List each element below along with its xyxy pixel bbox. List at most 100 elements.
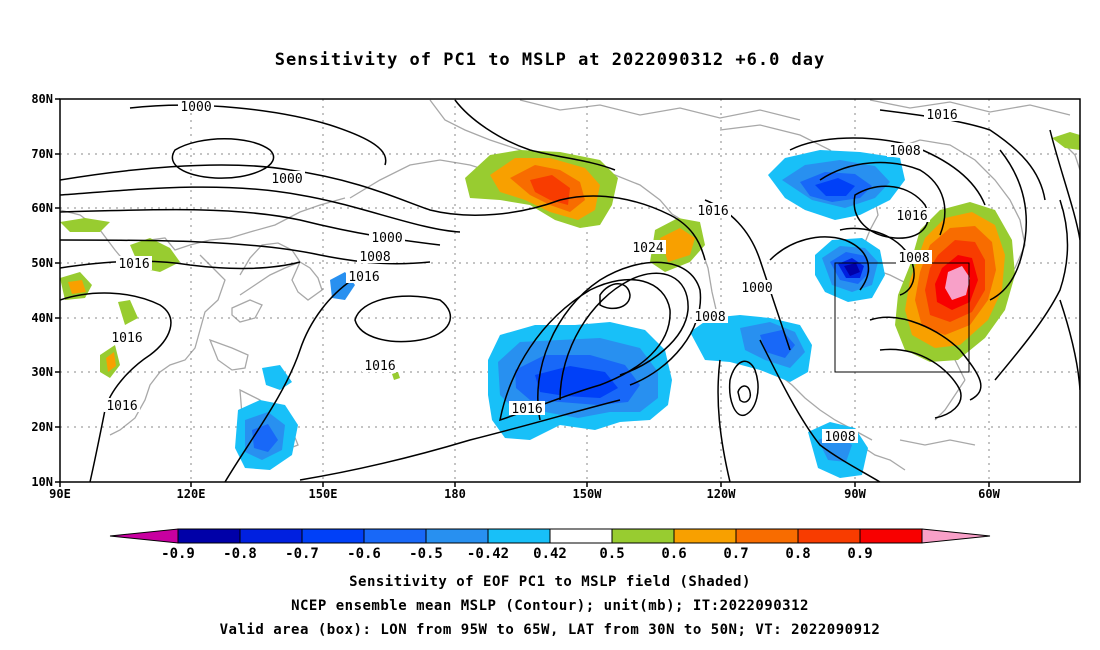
contour-label-bg <box>692 309 728 323</box>
colorbar-label: 0.6 <box>661 546 686 562</box>
colorbar-label: 0.8 <box>785 546 810 562</box>
shade-west-orange-5 <box>106 352 116 372</box>
shade-canada-neg4 <box>815 178 855 196</box>
shade-west-orange-2 <box>68 280 86 294</box>
contour-label: 1000 <box>271 172 302 187</box>
shade-small-green-1 <box>392 372 400 380</box>
contour-label: 1000 <box>180 100 211 115</box>
colorbar-label: -0.5 <box>409 546 443 562</box>
colorbar-label: 0.7 <box>723 546 748 562</box>
lat-label: 50N <box>31 256 53 270</box>
lat-label: 40N <box>31 311 53 325</box>
colorbar-swatch <box>735 528 799 544</box>
contour-label-bg <box>924 107 960 121</box>
contour-label-bg <box>116 256 152 270</box>
colorbar-label: -0.6 <box>347 546 381 562</box>
colorbar-swatch <box>301 528 365 544</box>
contour-label: 1000 <box>371 231 402 246</box>
shade-west-green-4 <box>118 300 138 325</box>
lon-label: 150W <box>573 487 603 501</box>
map-title: Sensitivity of PC1 to MSLP at 2022090312… <box>274 50 826 70</box>
contour-label-bg <box>178 99 214 113</box>
colorbar-swatch <box>611 528 675 544</box>
contour-label-bg <box>104 398 140 412</box>
contour-label: 1016 <box>896 209 927 224</box>
shade-pacific-neg4 <box>535 366 618 398</box>
contour-label: 1024 <box>632 241 663 256</box>
contour-label-bg <box>369 230 405 244</box>
colorbar-swatch <box>859 528 923 544</box>
colorbar-swatch <box>549 528 613 544</box>
latitude-axis: 80N 70N 60N 50N 40N 30N 20N 10N <box>31 92 60 489</box>
caption-line-1: Sensitivity of EOF PC1 to MSLP field (Sh… <box>349 574 751 590</box>
colorbar-swatch <box>177 528 241 544</box>
contour-labels: 1000 1000 1000 1008 1016 1016 1016 1016 1016 1016… <box>104 99 960 445</box>
shade-bering-core <box>530 175 570 205</box>
contour-label: 1008 <box>694 310 725 325</box>
colorbar-label: -0.7 <box>285 546 319 562</box>
contour-label-bg <box>695 203 731 217</box>
lon-label: 120E <box>177 487 206 501</box>
lon-label: 90W <box>844 487 866 501</box>
shade-east-pink <box>945 266 970 300</box>
colorbar-label: 0.42 <box>533 546 567 562</box>
colorbar-label: -0.9 <box>161 546 195 562</box>
colorbar-swatch <box>363 528 427 544</box>
contour-label-bg <box>109 330 145 344</box>
contour-label-bg <box>739 280 775 294</box>
contour-label: 1008 <box>824 430 855 445</box>
shade-small-blue-1 <box>262 365 292 390</box>
contour-label: 1016 <box>106 399 137 414</box>
contour-label-bg <box>887 143 923 157</box>
colorbar-label: -0.8 <box>223 546 257 562</box>
contour-label-bg <box>357 249 393 263</box>
lat-label: 10N <box>31 475 53 489</box>
colorbar-swatch <box>673 528 737 544</box>
colorbar-high-extend <box>921 528 991 544</box>
colorbar-swatch <box>797 528 861 544</box>
shade-wpac-neg3 <box>252 424 278 452</box>
contour-label-bg <box>346 269 382 283</box>
contour-label-bg <box>269 171 305 185</box>
colorbar-swatch <box>425 528 489 544</box>
contour-label: 1016 <box>364 359 395 374</box>
colorbar-swatch <box>239 528 303 544</box>
plot-frame <box>59 98 1081 483</box>
contour-label: 1000 <box>741 281 772 296</box>
colorbar-swatch <box>487 528 551 544</box>
contour-label: 1016 <box>118 257 149 272</box>
colorbar-label: 0.5 <box>599 546 624 562</box>
lon-label: 120W <box>707 487 737 501</box>
contour-label-bg <box>822 429 858 443</box>
contour-label-bg <box>894 208 930 222</box>
mslp-contours <box>60 99 1080 482</box>
lat-label: 30N <box>31 365 53 379</box>
lat-label: 20N <box>31 420 53 434</box>
shade-west-green-1 <box>60 218 110 232</box>
lat-label: 80N <box>31 92 53 106</box>
contour-label: 1016 <box>348 270 379 285</box>
caption-line-2: NCEP ensemble mean MSLP (Contour); unit(… <box>291 598 809 614</box>
lon-label: 150E <box>309 487 338 501</box>
contour-label: 1016 <box>511 402 542 417</box>
colorbar: -0.9 -0.8 -0.7 -0.6 -0.5 -0.42 0.42 0.5 0.6 0.7 0.… <box>109 528 991 562</box>
lon-label: 60W <box>978 487 1000 501</box>
lon-label: 180 <box>444 487 466 501</box>
contour-label-bg <box>630 240 666 254</box>
contour-label: 1016 <box>926 108 957 123</box>
lat-label: 70N <box>31 147 53 161</box>
colorbar-label: -0.42 <box>467 546 509 562</box>
contour-label: 1008 <box>359 250 390 265</box>
contour-label-bg <box>509 401 545 415</box>
colorbar-low-extend <box>109 528 179 544</box>
contour-label: 1008 <box>889 144 920 159</box>
shaded-sensitivity <box>60 132 1080 478</box>
contour-label-bg <box>362 358 398 372</box>
lat-label: 60N <box>31 201 53 215</box>
colorbar-label: 0.9 <box>847 546 872 562</box>
lon-label: 90E <box>49 487 71 501</box>
longitude-axis: 90E 120E 150E 180 150W 120W 90W 60W <box>49 482 1001 501</box>
contour-label-bg <box>896 250 932 264</box>
contour-label: 1008 <box>898 251 929 266</box>
contour-label: 1016 <box>111 331 142 346</box>
